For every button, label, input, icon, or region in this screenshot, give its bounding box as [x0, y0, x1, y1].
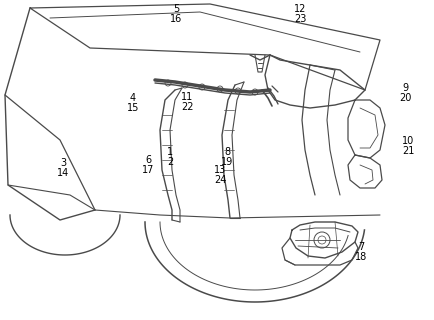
Text: 23: 23 — [294, 14, 306, 24]
Text: 7: 7 — [358, 242, 364, 252]
Text: 24: 24 — [214, 175, 226, 185]
Text: 6: 6 — [145, 155, 151, 165]
Text: 14: 14 — [57, 168, 69, 178]
Text: 18: 18 — [355, 252, 367, 262]
Text: 19: 19 — [221, 157, 233, 167]
Text: 4: 4 — [130, 93, 136, 103]
Text: 13: 13 — [214, 165, 226, 175]
Text: 2: 2 — [167, 157, 173, 167]
Text: 17: 17 — [142, 165, 154, 175]
Text: 5: 5 — [173, 4, 179, 14]
Text: 3: 3 — [60, 158, 66, 168]
Text: 15: 15 — [127, 103, 139, 113]
Text: 21: 21 — [402, 146, 414, 156]
Text: 1: 1 — [167, 147, 173, 157]
Text: 8: 8 — [224, 147, 230, 157]
Text: 11: 11 — [181, 92, 193, 102]
Text: 22: 22 — [181, 102, 193, 112]
Text: 9: 9 — [402, 83, 408, 93]
Text: 16: 16 — [170, 14, 182, 24]
Text: 10: 10 — [402, 136, 414, 146]
Text: 12: 12 — [294, 4, 306, 14]
Text: 20: 20 — [399, 93, 411, 103]
